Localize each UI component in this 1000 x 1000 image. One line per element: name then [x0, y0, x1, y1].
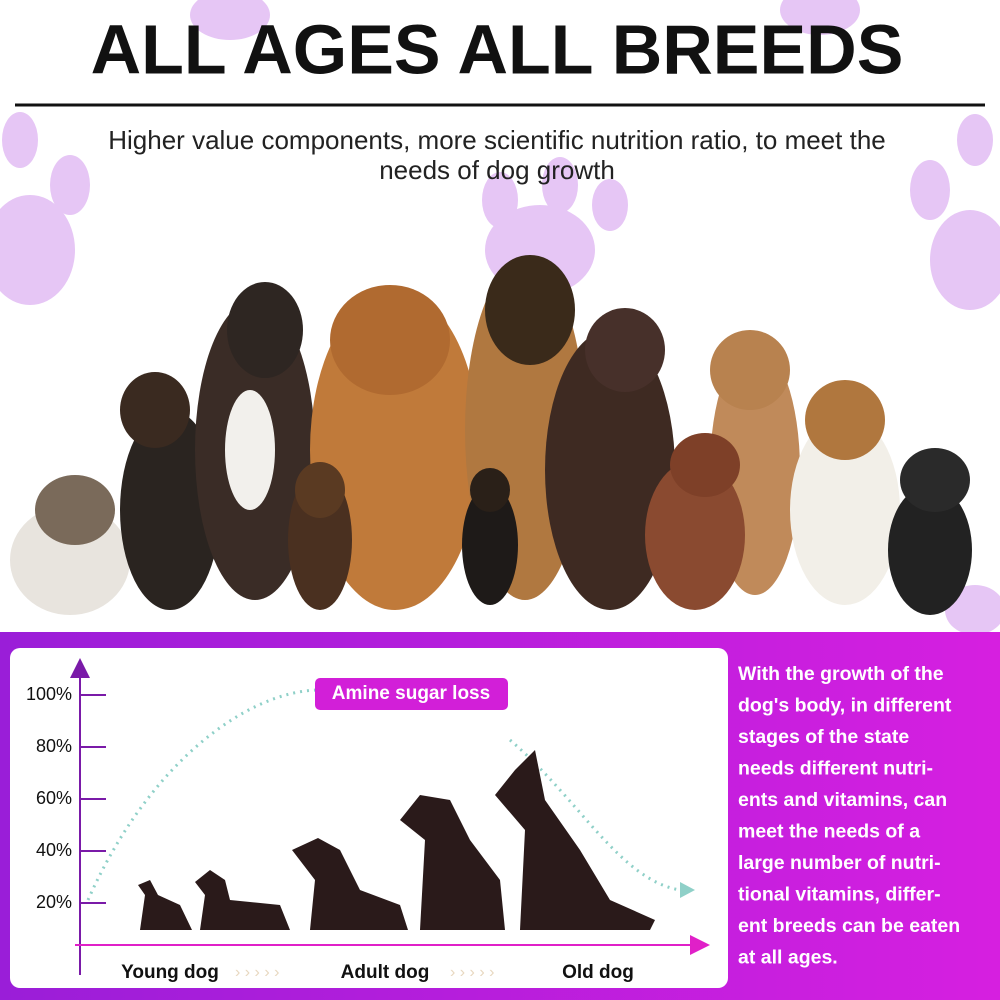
- trend-curve: [86, 688, 681, 901]
- chevrons: › › › › › › › › › ›: [235, 964, 494, 981]
- annotation-box: [315, 678, 508, 710]
- side-text: tional vitamins, differ-: [738, 884, 941, 906]
- stage-label: Young dog: [121, 962, 219, 983]
- side-text: needs different nutri-: [738, 758, 933, 780]
- svg-text:› › › › ›: › › › › ›: [450, 964, 494, 981]
- side-text: ent breeds can be eaten: [738, 915, 960, 937]
- title: ALL AGES ALL BREEDS: [91, 10, 904, 88]
- y-tick-label: 80%: [36, 736, 72, 756]
- stage-label: Old dog: [562, 962, 634, 983]
- y-tick-label: 20%: [36, 892, 72, 912]
- side-text: stages of the state: [738, 726, 909, 748]
- y-tick-label: 60%: [36, 788, 72, 808]
- subtitle: Higher value components, more scientific…: [108, 125, 886, 155]
- side-text: large number of nutri-: [738, 852, 941, 874]
- dog-silhouettes: [138, 750, 655, 930]
- dogs-photo: [10, 255, 972, 615]
- y-tick-label: 100%: [26, 684, 72, 704]
- paw-prints: [0, 0, 1000, 635]
- side-text: meet the needs of a: [738, 821, 920, 843]
- side-text: at all ages.: [738, 947, 838, 969]
- side-text: dog's body, in different: [738, 695, 952, 717]
- curve-arrow: [680, 882, 695, 898]
- side-text: With the growth of the: [738, 663, 944, 685]
- subtitle: needs of dog growth: [379, 155, 615, 185]
- svg-text:› › › › ›: › › › › ›: [235, 964, 279, 981]
- stage-label: Adult dog: [341, 962, 430, 983]
- annotation: Amine sugar loss: [332, 683, 490, 704]
- y-tick-label: 40%: [36, 840, 72, 860]
- side-text: ents and vitamins, can: [738, 789, 947, 811]
